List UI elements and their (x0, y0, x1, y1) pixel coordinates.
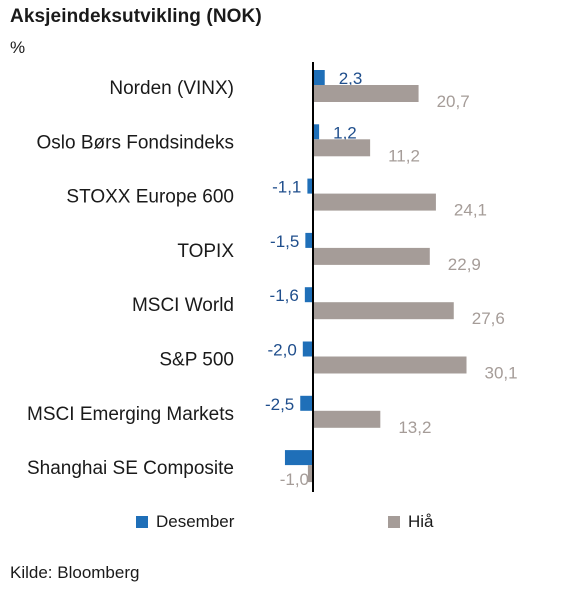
bar-chart: Norden (VINX) 2,3 20,7 Oslo Børs Fondsindek… (27, 62, 518, 492)
value-label-hia-msci-emerging-markets: 13,2 (398, 418, 431, 437)
bar-desember-stoxx-europe-600 (307, 178, 313, 194)
value-label-hia-oslo-b-rs-fondsindeks: 11,2 (388, 146, 420, 165)
value-label-desember-topix: -1,5 (270, 232, 299, 251)
bar-desember-oslo-b-rs-fondsindeks (313, 124, 320, 140)
value-label-hia-norden-vinx: 20,7 (437, 92, 470, 111)
category-label-s-p-500: S&P 500 (159, 350, 234, 371)
value-label-desember-oslo-b-rs-fondsindeks: 1,2 (333, 123, 357, 142)
bar-desember-topix (305, 232, 313, 248)
bar-desember-norden-vinx (313, 70, 325, 85)
value-label-hia-msci-world: 27,6 (472, 309, 505, 328)
category-label-oslo-b-rs-fondsindeks: Oslo Børs Fondsindeks (37, 132, 234, 153)
category-label-msci-world: MSCI World (132, 295, 234, 316)
bar-hia-oslo-b-rs-fondsindeks (313, 139, 371, 157)
value-label-hia-topix: 22,9 (448, 255, 481, 274)
value-label-desember-norden-vinx: 2,3 (339, 69, 363, 88)
legend-item-desember: Desember (136, 512, 234, 532)
chart-title: Aksjeindeksutvikling (NOK) (10, 6, 262, 27)
bar-hia-shanghai-se-composite (307, 465, 313, 483)
category-label-norden-vinx: Norden (VINX) (109, 78, 234, 99)
bar-desember-shanghai-se-composite (284, 450, 313, 466)
legend-label-desember: Desember (156, 512, 235, 531)
bar-hia-topix (313, 247, 430, 265)
category-label-msci-emerging-markets: MSCI Emerging Markets (27, 404, 234, 425)
bar-hia-msci-emerging-markets (313, 410, 381, 428)
category-label-shanghai-se-composite: Shanghai SE Composite (27, 458, 234, 479)
bar-hia-msci-world (313, 302, 454, 320)
value-label-hia-stoxx-europe-600: 24,1 (454, 201, 487, 220)
bar-hia-s-p-500 (313, 356, 467, 374)
bar-desember-msci-world (304, 287, 313, 303)
value-label-hia-s-p-500: 30,1 (485, 364, 518, 383)
value-label-desember-stoxx-europe-600: -1,1 (272, 178, 301, 197)
value-label-desember-msci-emerging-markets: -2,5 (265, 395, 294, 414)
bar-desember-s-p-500 (302, 341, 313, 357)
value-label-desember-s-p-500: -2,0 (268, 341, 297, 360)
legend-label-hia: Hiå (408, 512, 434, 531)
bar-hia-stoxx-europe-600 (313, 193, 436, 211)
bar-hia-norden-vinx (313, 85, 419, 102)
bar-desember-msci-emerging-markets (300, 395, 313, 411)
source-note: Kilde: Bloomberg (10, 563, 140, 582)
value-label-desember-msci-world: -1,6 (270, 286, 299, 305)
category-label-stoxx-europe-600: STOXX Europe 600 (66, 187, 234, 208)
legend-swatch-hia (388, 516, 400, 528)
legend-swatch-desember (136, 516, 148, 528)
category-label-topix: TOPIX (177, 241, 234, 262)
chart-unit-label: % (10, 38, 26, 57)
value-label-hia-shanghai-se-composite: -1,0 (280, 470, 309, 489)
legend-item-hia: Hiå (388, 512, 434, 532)
